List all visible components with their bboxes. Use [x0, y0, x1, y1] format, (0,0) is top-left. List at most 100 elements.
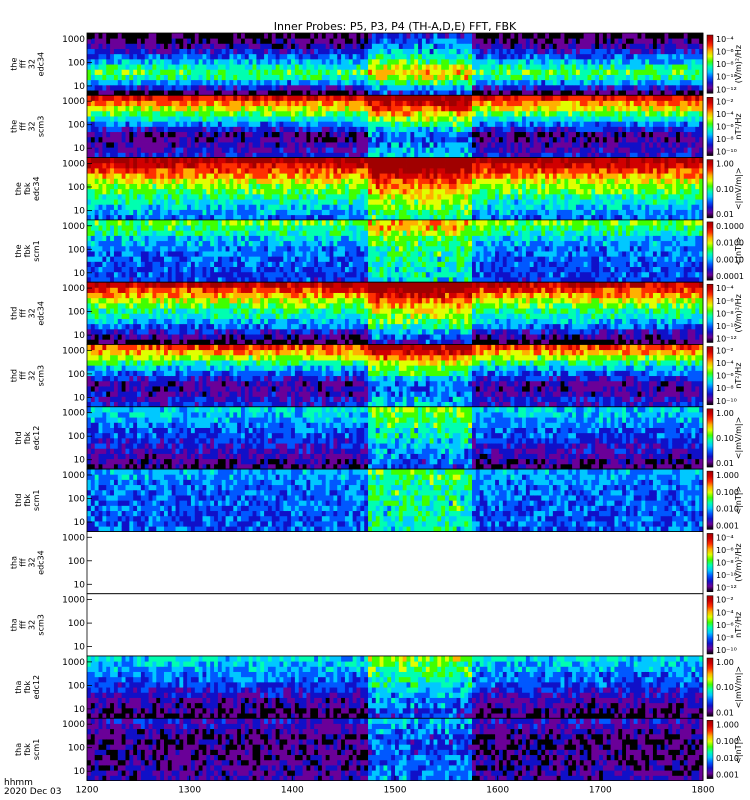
heat-cell: [337, 157, 342, 164]
heat-cell: [506, 33, 511, 39]
heat-cell: [110, 38, 115, 44]
heat-cell: [129, 136, 134, 143]
heat-cell: [271, 38, 277, 44]
heat-cell: [267, 58, 273, 65]
heat-cell: [652, 58, 658, 65]
heat-cell: [98, 33, 103, 39]
heat-cell: [556, 110, 561, 117]
heat-cell: [568, 116, 573, 122]
heat-cell: [337, 162, 342, 169]
heat-cell: [190, 131, 196, 138]
heat-cell: [472, 126, 477, 133]
heat-cell: [418, 79, 423, 86]
heat-cell: [144, 58, 149, 65]
heat-cell: [175, 214, 180, 221]
heat-cell: [602, 69, 608, 75]
heat-cell: [140, 48, 146, 55]
heat-cell: [179, 53, 184, 60]
heat-cell: [437, 183, 442, 190]
heat-cell: [645, 131, 650, 138]
heat-cell: [102, 199, 107, 205]
heat-cell: [379, 183, 384, 190]
heat-cell: [591, 110, 596, 117]
heat-cell: [479, 58, 484, 65]
heat-cell: [472, 64, 477, 70]
heat-cell: [375, 100, 380, 107]
heat-cell: [595, 147, 600, 153]
heat-cell: [687, 116, 692, 122]
heat-cell: [98, 48, 103, 55]
heat-cell: [641, 147, 646, 153]
heat-cell: [306, 100, 311, 107]
heat-cell: [525, 142, 531, 148]
heat-cell: [610, 142, 615, 148]
heat-cell: [202, 152, 207, 158]
heat-cell: [410, 90, 415, 96]
heat-cell: [368, 110, 373, 117]
heat-cell: [175, 126, 180, 133]
heat-cell: [94, 193, 99, 200]
heat-cell: [267, 121, 273, 127]
heat-cell: [468, 53, 473, 60]
heat-cell: [202, 131, 207, 138]
heat-cell: [560, 69, 565, 75]
heat-cell: [649, 152, 654, 158]
heat-cell: [190, 178, 196, 184]
heat-cell: [572, 58, 577, 65]
heat-cell: [194, 74, 200, 81]
heat-cell: [214, 58, 219, 65]
heat-cell: [514, 136, 519, 143]
heat-cell: [414, 105, 419, 112]
heat-cell: [652, 84, 658, 91]
heat-cell: [445, 136, 450, 143]
heat-cell: [183, 204, 188, 210]
heat-cell: [187, 178, 192, 184]
heat-cell: [437, 121, 442, 127]
heat-cell: [637, 53, 642, 60]
heat-cell: [113, 121, 119, 127]
heat-cell: [144, 162, 149, 169]
heat-cell: [545, 33, 550, 39]
heat-cell: [348, 121, 354, 127]
heat-cell: [241, 214, 246, 221]
heat-cell: [241, 183, 246, 190]
heat-cell: [668, 116, 673, 122]
heat-cell: [464, 110, 469, 117]
heat-cell: [468, 131, 473, 138]
heat-cell: [148, 69, 153, 75]
heat-cell: [364, 188, 369, 195]
heat-cell: [198, 178, 203, 184]
heat-cell: [391, 173, 396, 179]
heat-cell: [129, 188, 134, 195]
heat-cell: [360, 100, 365, 107]
heat-cell: [291, 79, 296, 86]
heat-cell: [429, 142, 434, 148]
heat-cell: [533, 74, 538, 81]
heat-cell: [310, 167, 315, 174]
heat-cell: [421, 136, 427, 143]
heat-cell: [418, 199, 423, 205]
heat-cell: [595, 152, 600, 158]
heat-cell: [248, 48, 253, 55]
heat-cell: [229, 33, 234, 39]
heat-cell: [333, 131, 338, 138]
heat-cell: [102, 214, 107, 221]
heat-cell: [398, 188, 404, 195]
heat-cell: [210, 173, 215, 179]
heat-cell: [210, 199, 215, 205]
heat-cell: [125, 38, 130, 44]
heat-cell: [433, 116, 438, 122]
heat-cell: [506, 95, 511, 101]
heat-cell: [441, 199, 446, 205]
heat-cell: [98, 58, 103, 65]
heat-cell: [583, 147, 588, 153]
heat-cell: [583, 33, 588, 39]
heat-cell: [587, 43, 592, 49]
heat-cell: [529, 84, 534, 91]
heat-cell: [360, 74, 365, 81]
heat-cell: [487, 121, 492, 127]
heat-cell: [364, 79, 369, 86]
heat-cell: [514, 64, 519, 70]
heat-cell: [87, 188, 92, 195]
heat-cell: [321, 142, 327, 148]
